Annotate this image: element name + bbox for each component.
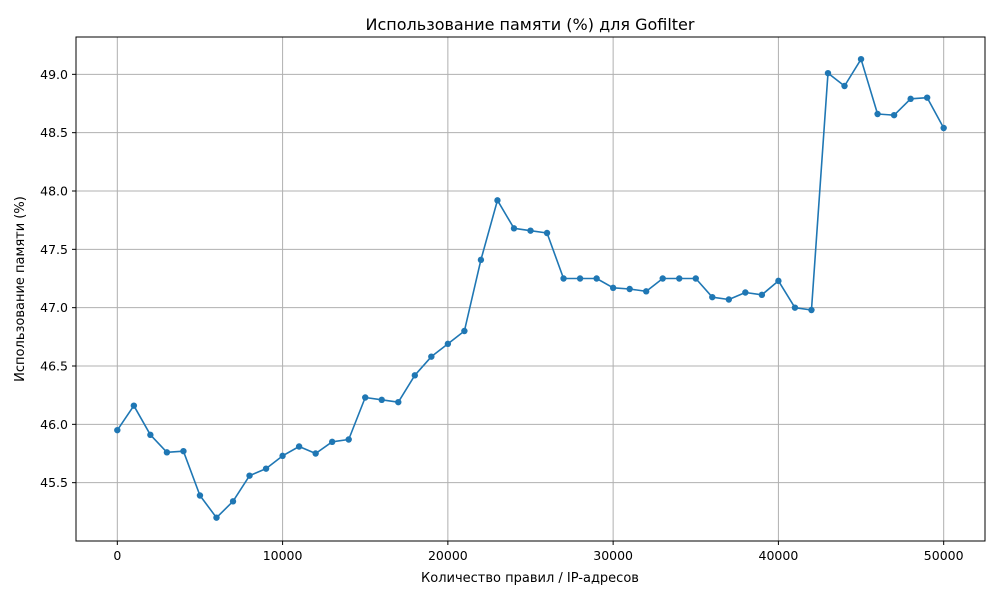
x-tick-label: 0 (113, 548, 121, 563)
data-point (428, 353, 435, 360)
data-point (758, 291, 766, 299)
x-tick-label: 40000 (759, 548, 799, 563)
data-point (626, 285, 633, 293)
data-point (229, 498, 237, 505)
plot-frame (75, 36, 986, 542)
x-tick-label: 50000 (924, 548, 964, 563)
axis-ticks: 0 10000 20000 30000 40000 50000 45.5 46.0 46.5 47… (40, 67, 963, 563)
x-tick-label: 20000 (428, 548, 468, 563)
grid-lines (76, 37, 985, 541)
y-tick-label: 48.0 (40, 184, 68, 199)
data-point (378, 396, 385, 404)
y-tick-label: 48.5 (40, 125, 68, 140)
data-point (742, 289, 749, 296)
data-point (196, 492, 204, 499)
data-series (114, 55, 947, 521)
data-point (923, 94, 931, 101)
y-tick-label: 45.5 (40, 475, 68, 490)
data-point (328, 438, 336, 446)
x-tick-label: 30000 (593, 548, 633, 563)
x-axis-label: Количество правил / IP-адресов (421, 571, 639, 586)
data-point (262, 465, 270, 472)
data-point (791, 304, 799, 311)
data-point (560, 275, 567, 282)
data-point (642, 288, 650, 295)
data-point (411, 372, 419, 379)
data-point (808, 306, 815, 314)
data-point (295, 443, 303, 450)
data-point (395, 398, 402, 406)
data-point (775, 277, 782, 285)
data-point (593, 275, 600, 282)
data-point (345, 436, 352, 443)
data-point (246, 472, 253, 479)
data-point (180, 447, 187, 455)
y-tick-label: 47.0 (40, 300, 68, 315)
series-line (116, 58, 945, 519)
data-point (477, 256, 485, 264)
data-point (725, 296, 733, 303)
data-point (609, 284, 617, 292)
data-point (874, 110, 881, 118)
data-point (692, 275, 699, 282)
data-point (362, 394, 369, 401)
data-point (907, 95, 914, 103)
y-tick-label: 49.0 (40, 67, 68, 82)
data-point (213, 514, 220, 521)
data-point (312, 450, 319, 457)
data-point (543, 229, 551, 237)
y-axis-label: Использование памяти (%) (13, 196, 28, 382)
y-tick-label: 46.5 (40, 359, 68, 374)
data-point (576, 275, 584, 282)
data-point (824, 69, 832, 77)
data-point (510, 225, 518, 232)
data-point (444, 340, 452, 348)
y-tick-label: 47.5 (40, 242, 68, 257)
data-point (147, 431, 154, 439)
data-point (279, 452, 286, 460)
data-point (527, 227, 534, 234)
data-point (163, 449, 171, 456)
data-point (659, 275, 666, 282)
data-point (494, 197, 501, 204)
data-point (841, 82, 848, 90)
data-point (709, 293, 716, 301)
y-tick-label: 46.0 (40, 417, 68, 432)
x-tick-label: 10000 (263, 548, 303, 563)
data-point (676, 275, 683, 282)
data-point (857, 55, 865, 63)
data-point (940, 124, 947, 132)
data-point (114, 426, 121, 434)
data-point (461, 327, 468, 335)
data-point (130, 402, 138, 409)
chart-title: Использование памяти (%) для Gofilter (366, 15, 695, 34)
data-point (890, 111, 898, 119)
